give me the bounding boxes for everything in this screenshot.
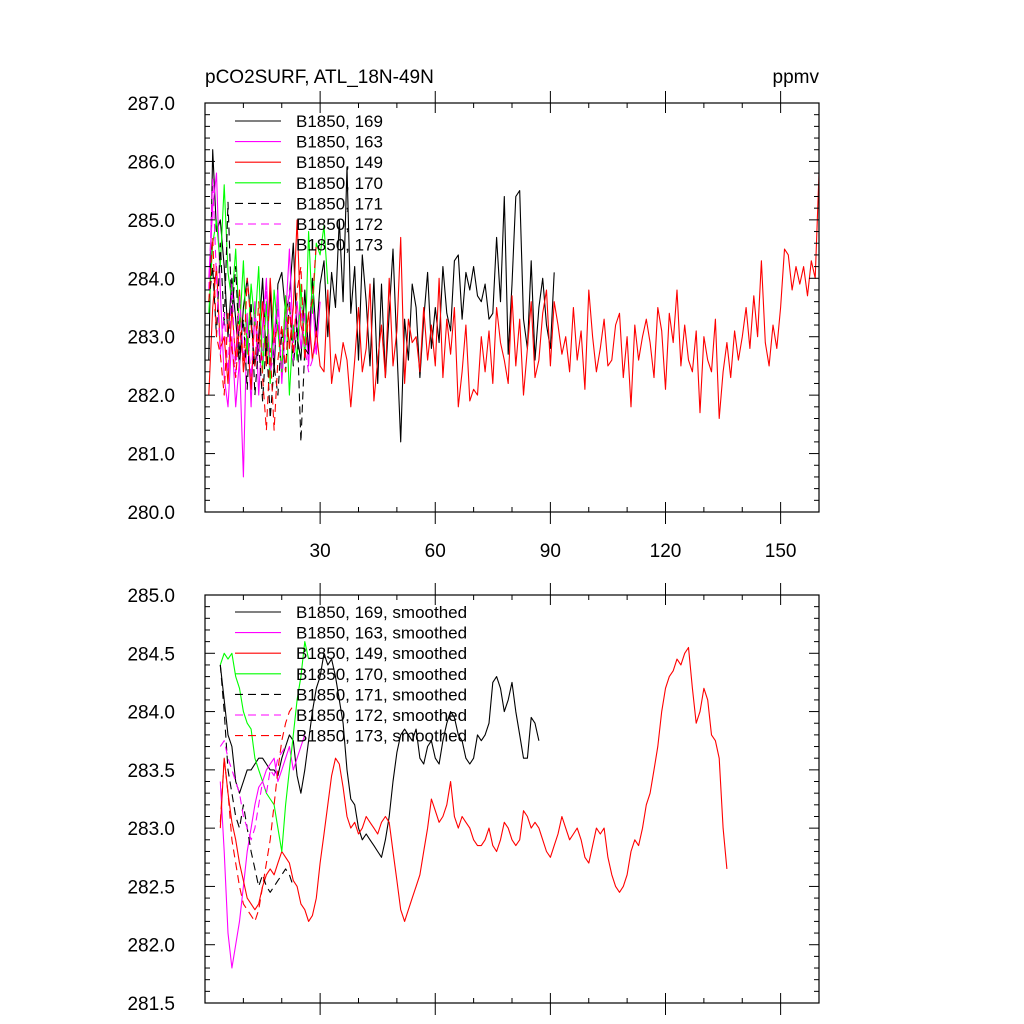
series-line-2 xyxy=(208,172,321,478)
y-tick-label: 285.0 xyxy=(127,586,175,607)
y-tick-label: 282.5 xyxy=(127,877,175,898)
series-line-5 xyxy=(219,664,294,893)
top-panel: pCO2SURF, ATL_18N-49N ppmv B1850, 169 B1850… xyxy=(127,67,820,562)
legend-entry-2: B1850, 163, smoothed xyxy=(296,624,467,643)
x-tick-label: 90 xyxy=(540,541,561,562)
y-tick-label: 281.5 xyxy=(127,994,175,1015)
series-line-7 xyxy=(208,236,317,431)
legend-entry-4: B1850, 170, smoothed xyxy=(296,665,467,684)
series-group xyxy=(208,149,819,478)
series-line-2 xyxy=(219,734,306,969)
y-tick-label: 286.0 xyxy=(127,152,175,173)
x-tick-label: 120 xyxy=(650,541,682,562)
bottom-panel: B1850, 169, smoothed B1850, 163, smoothed… xyxy=(127,583,820,1015)
series-line-7 xyxy=(219,705,294,922)
legend-entry-7: B1850, 173 xyxy=(296,236,383,255)
legend-entry-3: B1850, 149 xyxy=(296,153,383,172)
series-line-4 xyxy=(208,184,329,396)
y-tick-label: 282.0 xyxy=(127,386,175,407)
y-tick-label: 283.0 xyxy=(127,328,175,349)
legend-entry-5: B1850, 171, smoothed xyxy=(296,685,467,704)
legend-entry-5: B1850, 171 xyxy=(296,194,383,213)
chart-title: pCO2SURF, ATL_18N-49N xyxy=(205,67,434,88)
legend-entry-1: B1850, 169 xyxy=(296,112,383,131)
y-tick-label: 287.0 xyxy=(127,94,175,115)
x-tick-label: 30 xyxy=(310,541,331,562)
x-tick-label: 150 xyxy=(765,541,797,562)
y-tick-label: 284.0 xyxy=(127,703,175,724)
x-tick-label: 60 xyxy=(425,541,446,562)
legend-entry-7: B1850, 173, smoothed xyxy=(296,727,467,746)
series-line-3 xyxy=(208,172,819,420)
y-tick-label: 283.0 xyxy=(127,819,175,840)
legend-entry-6: B1850, 172, smoothed xyxy=(296,706,467,725)
series-line-3 xyxy=(219,646,728,922)
y-tick-label: 281.0 xyxy=(127,445,175,466)
y-tick-label: 280.0 xyxy=(127,503,175,524)
y-tick-label: 284.5 xyxy=(127,644,175,665)
legend-entry-3: B1850, 149, smoothed xyxy=(296,644,467,663)
legend-entry-1: B1850, 169, smoothed xyxy=(296,603,467,622)
y-tick-label: 284.0 xyxy=(127,269,175,290)
units-label: ppmv xyxy=(773,67,820,88)
y-tick-label: 282.0 xyxy=(127,936,175,957)
y-tick-label: 283.5 xyxy=(127,761,175,782)
y-tick-label: 285.0 xyxy=(127,211,175,232)
legend-entry-6: B1850, 172 xyxy=(296,215,383,234)
series-line-1 xyxy=(219,652,540,858)
series-line-6 xyxy=(219,740,287,841)
legend-entry-4: B1850, 170 xyxy=(296,174,383,193)
series-line-5 xyxy=(208,201,310,443)
legend-entry-2: B1850, 163 xyxy=(296,133,383,152)
series-group xyxy=(219,641,728,969)
